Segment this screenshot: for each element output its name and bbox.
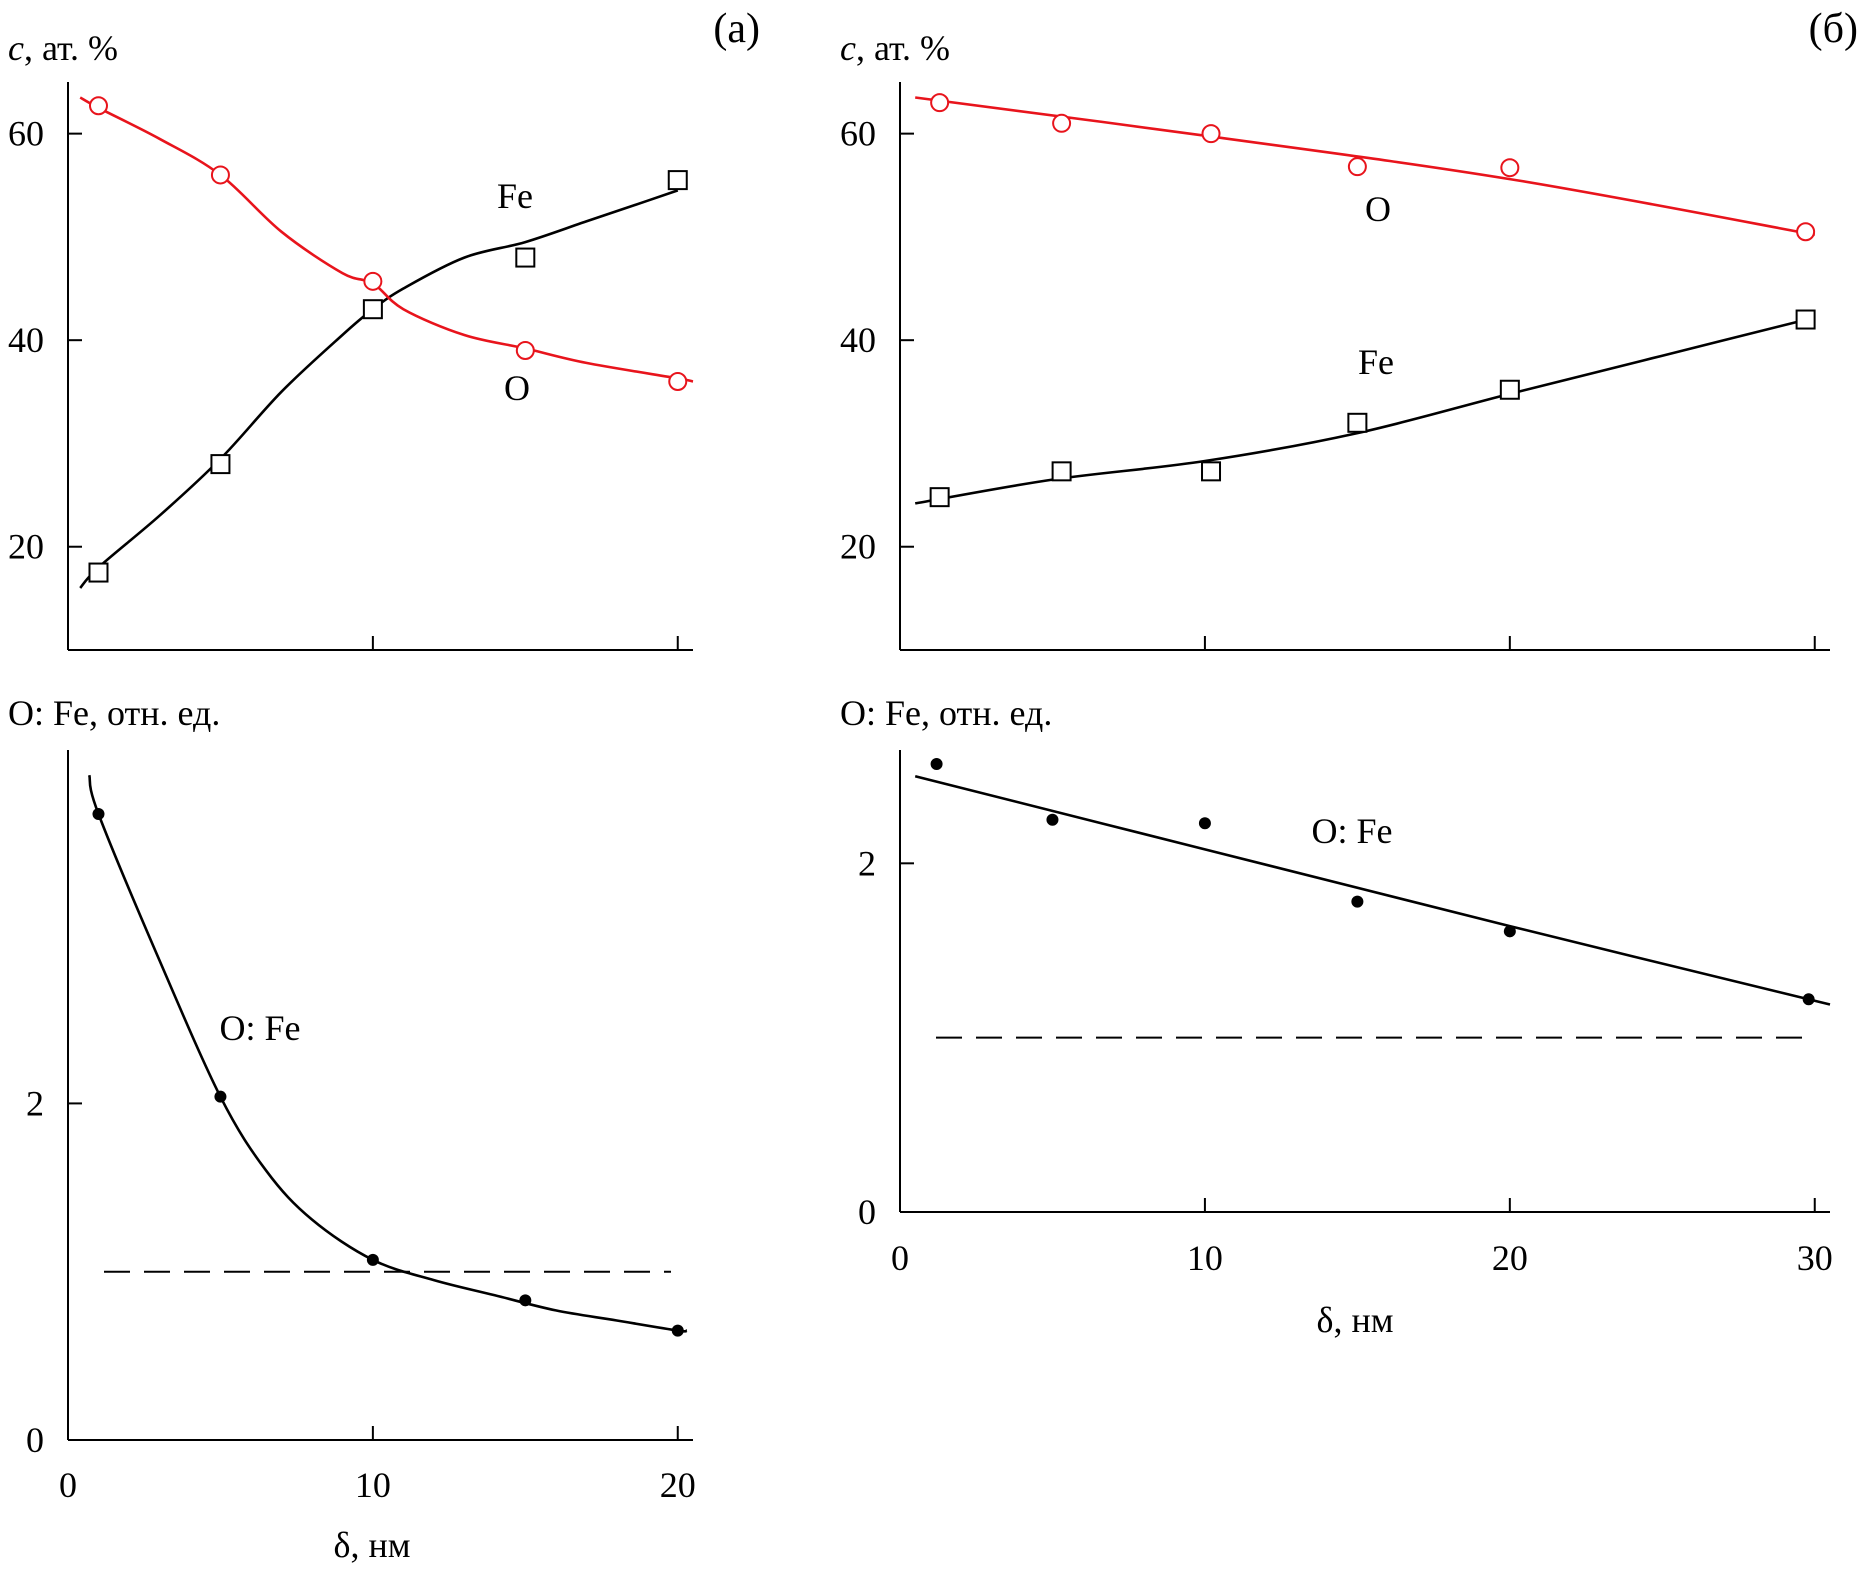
chart2-fe-point (1347, 412, 1368, 433)
chart3-xtick-label: 10 (355, 1465, 391, 1505)
chart1-fe-point (667, 170, 688, 191)
chart1-fe-point (88, 562, 109, 583)
chart2-o-label: O (1365, 189, 1391, 229)
chart3-xtick-label: 0 (59, 1465, 77, 1505)
chart3-o-fe-point (366, 1253, 379, 1266)
chart1-ytick-label: 40 (8, 320, 44, 360)
chart2-fe-point (1201, 461, 1222, 482)
chart2-ylabel: c, ат. % (840, 28, 950, 68)
chart4-o-fe-point (1198, 817, 1211, 830)
chart3-xlabel: δ, нм (333, 1525, 410, 1565)
chart1-o-curve (79, 96, 694, 383)
chart1-ytick-label: 60 (8, 114, 44, 154)
chart1-o-point (210, 165, 230, 185)
chart1-o-point (88, 96, 108, 116)
chart2-o-point (1500, 158, 1520, 178)
chart2-o-point (1796, 222, 1816, 242)
chart2-fe-label: Fe (1358, 342, 1394, 382)
chart2-ytick-label: 20 (840, 527, 876, 567)
chart1-fe-point (362, 299, 383, 320)
chart3-o-fe-label: O: Fe (220, 1008, 301, 1048)
chart4-xtick-label: 20 (1492, 1238, 1528, 1278)
chart2-o-point (930, 93, 950, 113)
chart4-xtick-label: 30 (1797, 1238, 1833, 1278)
chart2-o-point (1052, 113, 1072, 133)
chart3-xtick-label: 20 (660, 1465, 696, 1505)
chart4-o-fe-point (1351, 895, 1364, 908)
panel-label-a: (a) (713, 6, 760, 52)
chart4-xtick-label: 10 (1187, 1238, 1223, 1278)
chart3-ytick-label: 2 (26, 1083, 44, 1123)
chart1-fe-point (210, 454, 231, 475)
chart2-fe-point (1795, 309, 1816, 330)
chart4-ytick-label: 0 (858, 1192, 876, 1232)
chart1-o-point (515, 341, 535, 361)
chart4-xlabel: δ, нм (1316, 1300, 1393, 1340)
chart2-o-point (1347, 157, 1367, 177)
chart3-ylabel: O: Fe, отн. ед. (8, 693, 220, 733)
chart2-ytick-label: 60 (840, 114, 876, 154)
chart2-fe-point (1499, 379, 1520, 400)
chart3-o-fe-curve (88, 774, 688, 1333)
chart3-o-fe-point (671, 1324, 684, 1337)
chart1-ytick-label: 20 (8, 527, 44, 567)
chart2-fe-point (1051, 461, 1072, 482)
chart4-ytick-label: 2 (858, 843, 876, 883)
chart1-o-point (363, 271, 383, 291)
chart3-o-fe-point (92, 807, 105, 820)
chart1-o-label: O (504, 368, 530, 408)
chart1-fe-curve (79, 189, 679, 589)
chart3-o-fe-point (519, 1294, 532, 1307)
chart4-o-fe-point (1503, 925, 1516, 938)
chart4-o-fe-label: O: Fe (1312, 811, 1393, 851)
chart2-fe-point (929, 487, 950, 508)
panel-label-b: (б) (1809, 6, 1858, 52)
chart1-o-point (668, 371, 688, 391)
chart4-ylabel: O: Fe, отн. ед. (840, 693, 1052, 733)
chart4-o-fe-point (1802, 993, 1815, 1006)
chart4-o-fe-curve (914, 774, 1831, 1006)
chart3-o-fe-point (214, 1090, 227, 1103)
chart4-o-fe-point (1046, 813, 1059, 826)
chart1-ylabel: c, ат. % (8, 28, 118, 68)
chart2-ytick-label: 40 (840, 320, 876, 360)
chart4-o-fe-point (930, 757, 943, 770)
chart2-o-curve (915, 96, 1816, 237)
chart3-ytick-label: 0 (26, 1420, 44, 1460)
chart2-o-point (1201, 124, 1221, 144)
chart4-xtick-label: 0 (891, 1238, 909, 1278)
chart1-fe-label: Fe (497, 176, 533, 216)
chart1-fe-point (515, 247, 536, 268)
